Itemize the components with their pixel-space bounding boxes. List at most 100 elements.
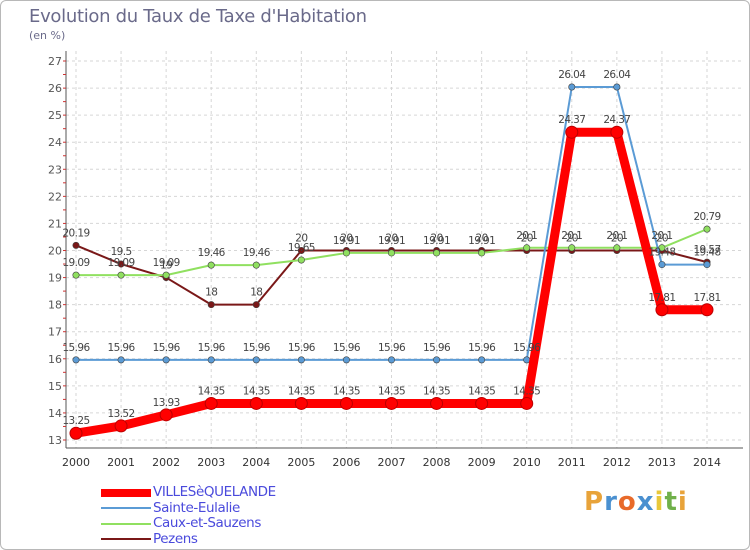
data-label-pezens: 19.57 — [693, 244, 720, 256]
data-point-caux-et-sauzens — [117, 271, 125, 279]
chart-title: Evolution du Taux de Taxe d'Habitation — [29, 6, 367, 27]
data-label-villeseq: 14.35 — [243, 385, 270, 397]
data-point-villeseq — [385, 396, 398, 410]
data-label-villeseq: 14.35 — [333, 385, 360, 397]
data-label-sainte-eulalie: 15.96 — [288, 342, 316, 354]
data-point-villeseq — [294, 396, 308, 410]
data-point-pezens — [117, 260, 125, 268]
data-label-caux-et-sauzens: 20.79 — [693, 211, 720, 223]
data-label-villeseq: 14.35 — [513, 385, 540, 397]
legend-item-sainte-eulalie: Sainte-Eulalie — [101, 500, 276, 517]
data-point-caux-et-sauzens — [658, 244, 666, 252]
x-tick-label: 2001 — [107, 456, 135, 469]
data-point-sainte-eulalie — [162, 356, 170, 364]
data-label-caux-et-sauzens: 19.91 — [423, 235, 450, 247]
data-point-villeseq — [520, 396, 534, 410]
data-label-sainte-eulalie: 15.96 — [198, 342, 226, 354]
data-label-villeseq: 14.35 — [288, 385, 315, 397]
data-label-sainte-eulalie: 26.04 — [558, 69, 586, 81]
logo-letter: r — [604, 487, 618, 517]
y-tick-label: 25 — [48, 109, 62, 122]
chart-subtitle: (en %) — [29, 29, 66, 42]
data-label-sainte-eulalie: 15.96 — [108, 342, 136, 354]
x-tick-label: 2000 — [62, 456, 90, 469]
data-label-pezens: 19 — [160, 260, 172, 272]
data-point-caux-et-sauzens — [568, 244, 576, 252]
data-label-pezens: 20 — [521, 233, 533, 245]
data-label-caux-et-sauzens: 20.1 — [561, 230, 582, 242]
data-point-sainte-eulalie — [297, 356, 305, 364]
data-point-caux-et-sauzens — [703, 225, 711, 233]
data-label-caux-et-sauzens: 19.46 — [243, 247, 271, 259]
data-point-sainte-eulalie — [252, 356, 260, 364]
data-point-caux-et-sauzens — [72, 271, 80, 279]
x-tick-label: 2010 — [513, 456, 541, 469]
data-point-sainte-eulalie — [342, 356, 350, 364]
data-label-sainte-eulalie: 15.96 — [513, 342, 541, 354]
logo-letter: x — [636, 487, 655, 517]
logo-letter: i — [654, 487, 665, 517]
data-label-sainte-eulalie: 15.96 — [333, 342, 361, 354]
data-point-villeseq — [655, 303, 669, 317]
data-label-caux-et-sauzens: 19.09 — [153, 257, 180, 269]
data-point-caux-et-sauzens — [478, 249, 486, 257]
data-label-villeseq: 24.37 — [558, 114, 585, 126]
data-label-sainte-eulalie: 15.96 — [62, 342, 90, 354]
data-point-sainte-eulalie — [117, 356, 125, 364]
x-tick-label: 2011 — [558, 456, 586, 469]
data-point-villeseq — [249, 396, 263, 410]
logo-letter: i — [677, 487, 688, 517]
data-label-pezens: 20 — [656, 233, 668, 245]
data-label-pezens: 20 — [566, 233, 578, 245]
data-label-villeseq: 17.81 — [693, 292, 720, 304]
series-layer — [69, 83, 714, 440]
data-point-sainte-eulalie — [568, 83, 576, 91]
x-tick-label: 2012 — [603, 456, 631, 469]
legend-item-caux-et-sauzens: Caux-et-Sauzens — [101, 515, 276, 532]
data-point-caux-et-sauzens — [523, 244, 531, 252]
data-point-villeseq — [430, 396, 444, 410]
y-tick-label: 14 — [48, 407, 62, 420]
logo-letter: o — [617, 487, 637, 517]
data-label-caux-et-sauzens: 19.91 — [468, 235, 495, 247]
data-point-villeseq — [69, 426, 83, 440]
data-label-caux-et-sauzens: 19.65 — [288, 242, 315, 254]
data-point-caux-et-sauzens — [613, 244, 621, 252]
data-point-caux-et-sauzens — [252, 261, 260, 269]
data-label-caux-et-sauzens: 20.1 — [516, 230, 537, 242]
legend-swatch-pezens — [101, 538, 151, 541]
y-tick-label: 13 — [48, 434, 62, 447]
data-label-pezens: 20 — [295, 233, 307, 245]
logo-letter: t — [664, 487, 678, 517]
data-point-villeseq — [700, 303, 714, 317]
data-label-caux-et-sauzens: 19.46 — [198, 247, 226, 259]
data-label-villeseq: 17.81 — [648, 292, 675, 304]
data-point-sainte-eulalie — [72, 356, 80, 364]
x-tick-label: 2002 — [152, 456, 180, 469]
data-label-sainte-eulalie: 19.48 — [693, 247, 720, 259]
x-tick-label: 2007 — [378, 456, 406, 469]
data-point-sainte-eulalie — [387, 356, 395, 364]
data-label-sainte-eulalie: 26.04 — [603, 69, 631, 81]
x-tick-label: 2013 — [648, 456, 676, 469]
data-point-pezens — [252, 301, 260, 309]
data-label-caux-et-sauzens: 20.1 — [651, 230, 672, 242]
data-point-villeseq — [610, 125, 624, 139]
data-label-caux-et-sauzens: 19.91 — [378, 235, 405, 247]
data-label-sainte-eulalie: 15.96 — [423, 342, 451, 354]
data-label-pezens: 20 — [385, 233, 397, 245]
data-label-villeseq: 14.35 — [378, 385, 405, 397]
data-label-caux-et-sauzens: 20.1 — [606, 230, 627, 242]
y-tick-label: 17 — [48, 326, 62, 339]
legend-swatch-sainte-eulalie — [101, 507, 151, 510]
y-tick-label: 26 — [48, 82, 62, 95]
data-point-caux-et-sauzens — [387, 249, 395, 257]
data-label-caux-et-sauzens: 19.91 — [333, 235, 360, 247]
data-label-sainte-eulalie: 15.96 — [378, 342, 406, 354]
data-point-villeseq — [475, 396, 489, 410]
data-point-villeseq — [204, 396, 218, 410]
data-label-villeseq: 13.93 — [153, 397, 180, 409]
x-tick-label: 2003 — [197, 456, 225, 469]
data-label-villeseq: 13.25 — [62, 415, 89, 427]
